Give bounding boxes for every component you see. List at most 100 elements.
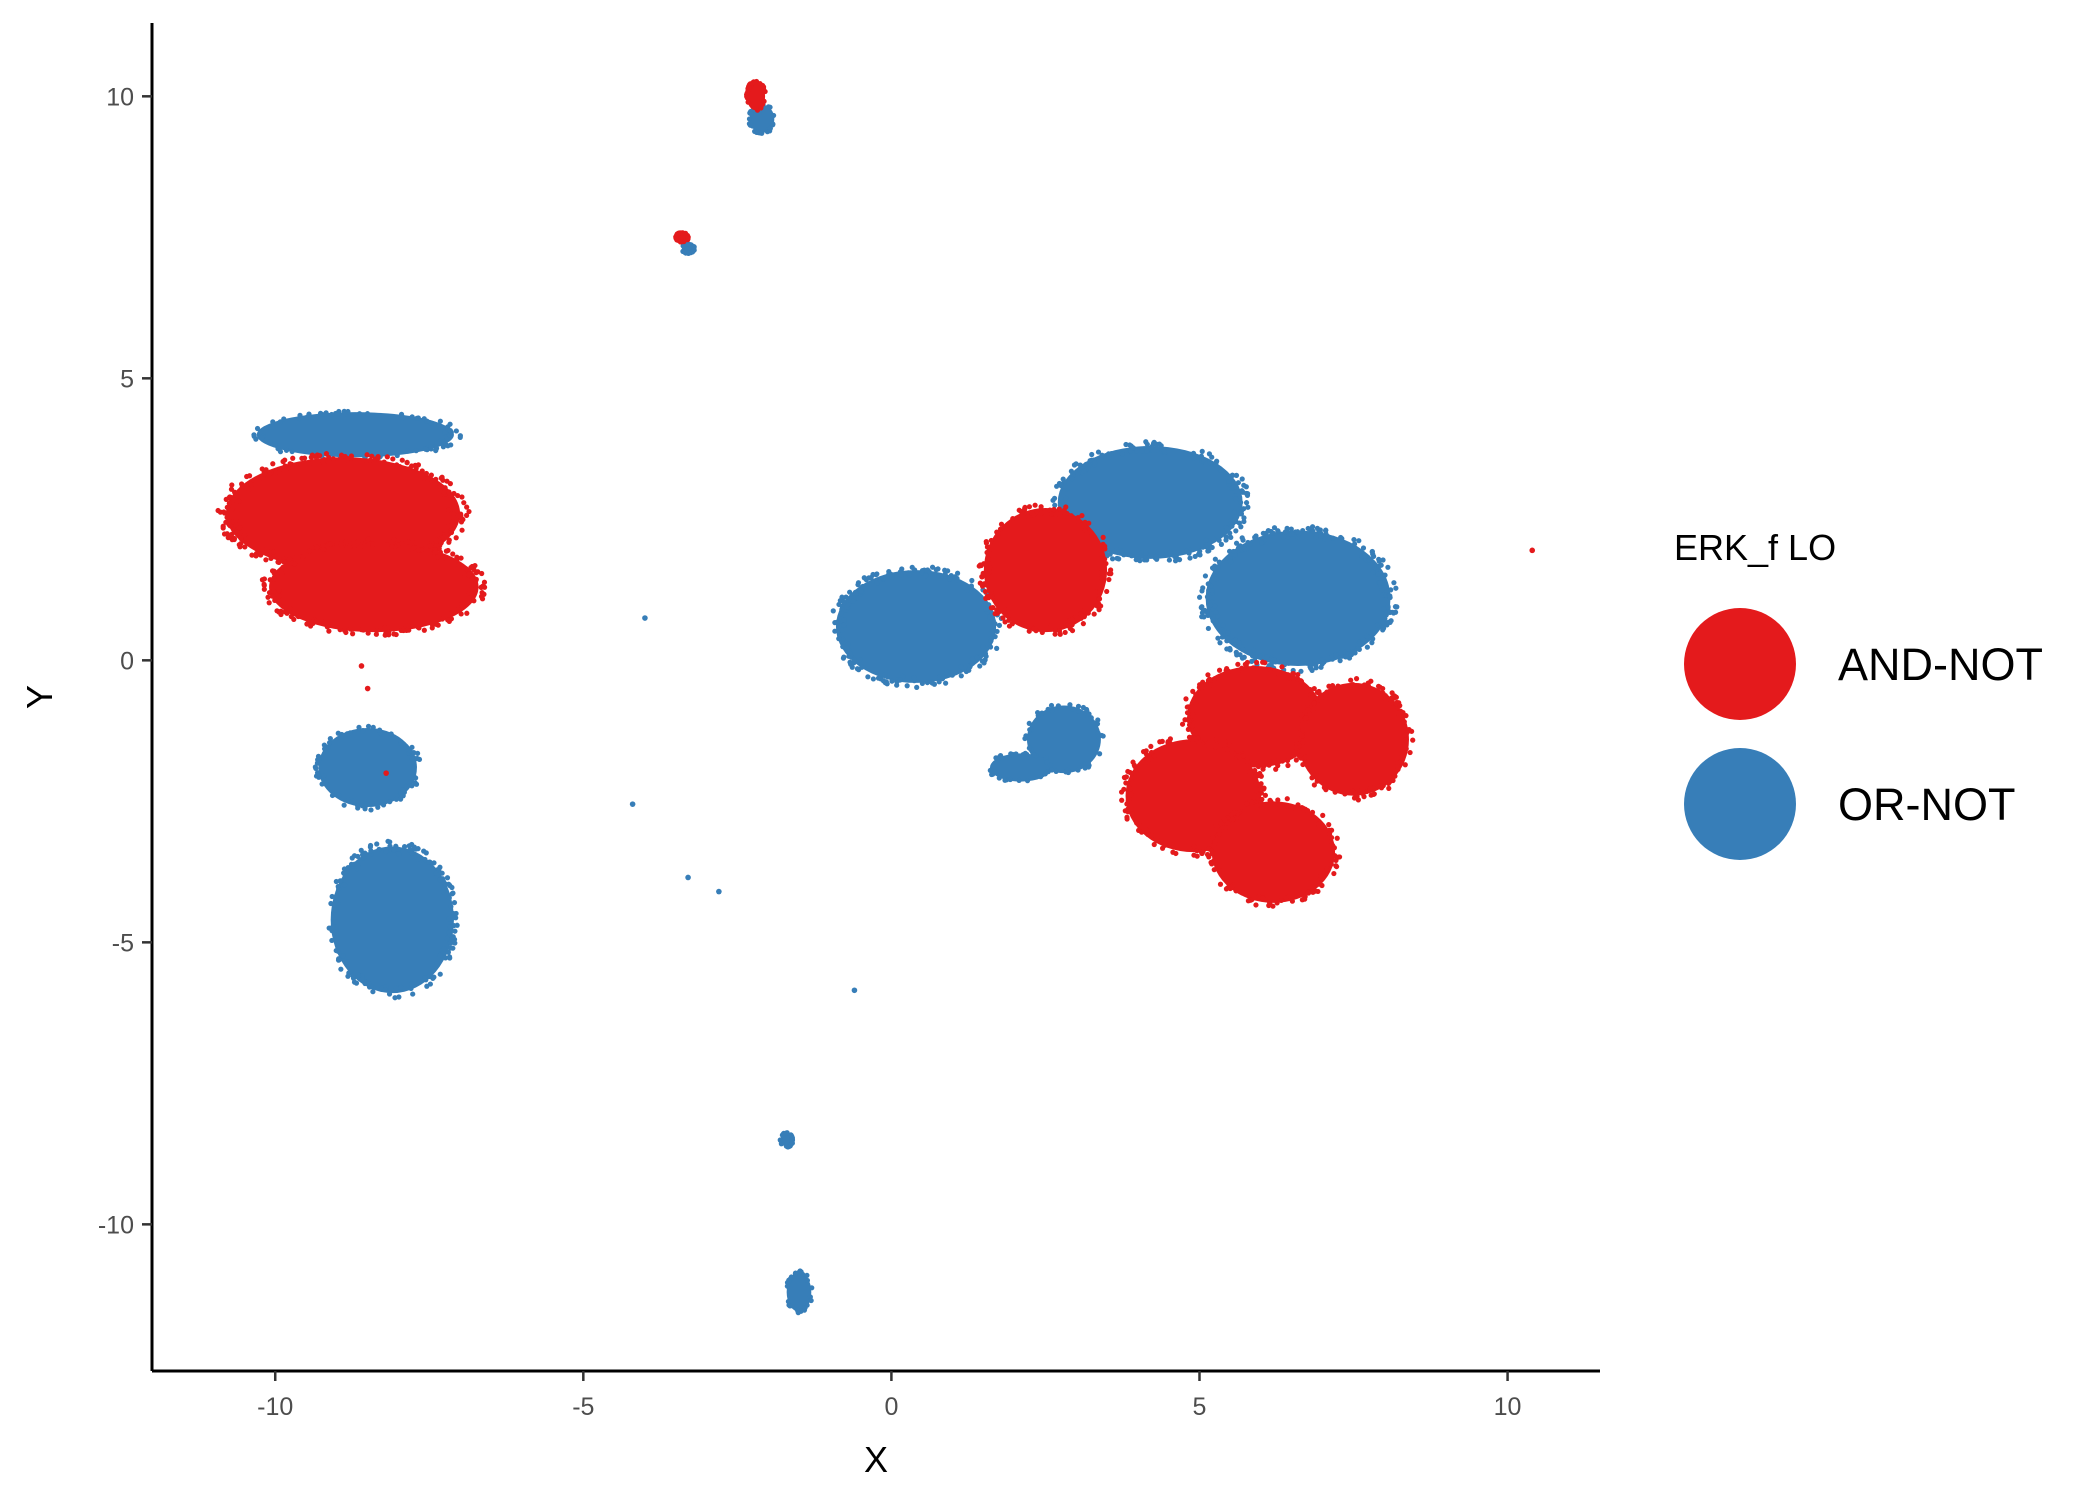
data-point [466,508,472,515]
data-point [1343,654,1349,660]
data-point [1300,761,1306,768]
data-point [454,554,460,560]
data-point [1243,484,1249,490]
data-point [1254,666,1261,672]
data-point [261,581,267,587]
data-point [1225,885,1231,891]
data-point [1386,785,1392,791]
data-point [1241,518,1247,525]
data-point [221,510,228,516]
data-point [1102,543,1108,549]
data-point [1204,594,1211,600]
data-point [271,588,277,595]
data-point [312,453,318,459]
data-point [1378,562,1384,568]
data-point [802,1305,808,1311]
data-point [411,844,417,850]
data-point [1402,762,1408,768]
data-point [350,798,356,804]
data-point [1193,692,1199,698]
data-point [1313,771,1319,778]
data-point [387,839,393,845]
data-point [413,539,419,546]
data-point [1253,902,1259,908]
data-point [1395,710,1401,716]
data-point [409,414,415,420]
data-point [1378,785,1385,791]
data-point [451,899,458,906]
data-point [326,454,332,461]
data-point [400,787,406,793]
data-point [1369,640,1375,646]
data-point [750,80,756,86]
point-cluster [976,502,1114,637]
data-point [348,626,354,632]
data-point [365,630,371,636]
data-point [370,989,376,995]
data-point [900,673,906,680]
data-point [409,755,415,762]
data-point [745,99,751,105]
data-point [329,411,335,418]
data-point [233,518,239,524]
data-point [1204,851,1211,858]
data-point [1212,744,1218,750]
data-point [994,628,1000,635]
data-point [431,421,437,427]
data-point [359,976,365,982]
data-point [1295,725,1301,731]
data-point [270,549,277,555]
data-point [754,129,760,136]
data-point [1284,757,1291,764]
data-point [1158,837,1164,844]
data-point [783,1143,790,1149]
data-point [1199,684,1205,690]
data-point [1364,788,1370,795]
data-point [246,486,252,492]
data-point [440,888,446,895]
data-point [449,608,455,614]
data-point [770,121,776,127]
data-point [1271,525,1278,531]
data-point [1220,622,1226,628]
data-point [365,542,371,548]
data-point [836,601,842,608]
data-point [345,408,351,415]
cluster-body [983,508,1108,633]
data-point [289,448,295,455]
data-point [777,1137,783,1143]
data-point [850,598,856,604]
data-point [1334,835,1340,841]
cluster-body [1211,801,1336,903]
data-point [1149,832,1155,839]
data-point [1201,456,1207,463]
data-point [746,84,752,91]
data-point [381,459,387,465]
data-point [1245,539,1251,546]
data-point [405,539,411,545]
data-point [987,614,993,620]
data-point [1022,735,1028,742]
data-point [1047,507,1053,513]
data-point [1225,635,1231,641]
data-point [1191,843,1197,850]
data-point [1390,777,1396,784]
data-point [980,570,986,576]
data-point [882,672,888,678]
point-cluster [1204,796,1343,909]
axes: -10 -5 0 5 10 -10 -5 0 5 10 X Y [19,23,1600,1480]
data-point [1384,620,1390,626]
data-point [860,583,866,590]
data-point [1020,620,1026,627]
data-point [1388,587,1394,593]
data-point [996,775,1002,781]
data-point [841,622,847,629]
cluster-body [1205,530,1391,666]
data-point [1267,797,1273,803]
data-point [1260,659,1266,665]
data-point [1193,701,1199,707]
data-point [269,568,276,574]
data-point [403,743,409,750]
data-point [1240,753,1246,759]
data-point [349,460,355,466]
